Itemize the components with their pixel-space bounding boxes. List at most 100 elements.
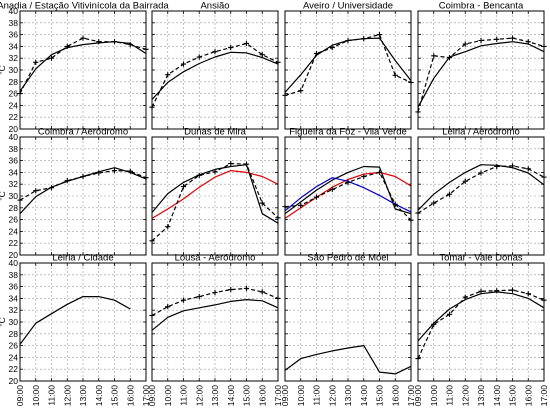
y-tick-label: 36 <box>9 156 19 166</box>
x-tick-label: 10:00 <box>31 385 41 407</box>
data-point-marker <box>392 201 398 207</box>
y-tick-label: 36 <box>9 282 19 292</box>
y-tick-label: 38 <box>9 270 19 280</box>
panel-3: Aveiro / Universidade <box>282 1 414 130</box>
panel-frame <box>19 136 147 256</box>
y-tick-label: 20 <box>9 376 19 386</box>
panel-frame <box>284 10 412 130</box>
y-tick-label: 28 <box>9 77 19 87</box>
panel-7: Figueira da Foz - Vila Verde <box>282 127 414 256</box>
data-point-marker <box>259 200 265 206</box>
y-tick-label: 30 <box>9 191 19 201</box>
y-tick-label: 40 <box>9 6 19 16</box>
data-point-marker <box>111 39 118 45</box>
y-tick-label: 40 <box>9 132 19 142</box>
y-tick-label: 38 <box>9 144 19 154</box>
data-point-marker <box>64 43 70 49</box>
data-point-marker <box>345 179 351 186</box>
x-tick-label: 12:00 <box>460 385 470 407</box>
y-tick-label: 36 <box>9 30 19 40</box>
panel-title: São Pedro de Moel <box>307 253 388 264</box>
data-point-marker <box>431 321 437 327</box>
panel-frame <box>284 262 412 382</box>
x-tick-label: 14:00 <box>359 385 369 407</box>
data-point-marker <box>228 44 234 51</box>
y-tick-label: 26 <box>9 341 19 351</box>
data-point-marker <box>509 35 516 41</box>
data-point-marker <box>243 285 250 291</box>
panel-title: Ansião <box>200 1 229 12</box>
x-tick-label: 16:00 <box>125 385 135 407</box>
data-point-marker <box>509 163 516 169</box>
panel-frame <box>19 10 147 130</box>
x-tick-label: 09:00 <box>413 385 423 407</box>
data-point-marker <box>33 59 39 65</box>
panel-title: Coimbra - Bencanta <box>439 1 524 12</box>
data-point-marker <box>228 160 234 167</box>
series-line-red <box>284 171 412 219</box>
data-point-marker <box>228 286 234 293</box>
data-point-marker <box>431 200 437 206</box>
y-tick-label: 40 <box>9 258 19 268</box>
x-tick-label: 12:00 <box>327 385 337 407</box>
x-tick-label: 16:00 <box>257 385 267 407</box>
x-tick-label: 11:00 <box>47 385 57 406</box>
x-tick-label: 17:00 <box>539 385 549 407</box>
y-tick-label: 30 <box>9 317 19 327</box>
series-line-black <box>19 41 147 92</box>
data-point-marker <box>180 183 187 190</box>
series-line-black-dashed <box>19 37 147 94</box>
panel-10: Lousã - Aeródromo 09:00 10:00 11:00 12:00 13:… <box>147 253 283 407</box>
series-line-black-dashed <box>151 42 279 108</box>
x-tick-label: 17:00 <box>406 385 416 407</box>
panel-frame <box>19 262 147 382</box>
y-tick-label: 34 <box>9 41 19 51</box>
panel-title: Aveiro / Universidade <box>303 1 393 12</box>
data-point-marker <box>259 52 265 58</box>
x-tick-label: 09:00 <box>15 385 25 407</box>
y-tick-label: 24 <box>9 352 19 362</box>
data-point-marker <box>446 191 453 197</box>
x-tick-label: 15:00 <box>508 385 518 407</box>
y-tick-label: 22 <box>9 238 19 248</box>
x-tick-label: 17:00 <box>273 385 283 407</box>
x-tick-label: 10:00 <box>296 385 306 407</box>
data-point-marker <box>212 169 218 175</box>
panel-12: Tomar - Vale Donas 09:00 10:00 11:00 12:00 13… <box>413 253 549 407</box>
x-tick-label: 15:00 <box>242 385 252 407</box>
panel-frame <box>151 262 279 382</box>
data-point-marker <box>313 50 320 57</box>
y-tick-label: 32 <box>9 179 19 189</box>
y-tick-label: 26 <box>9 215 19 225</box>
panel-frame <box>417 136 545 256</box>
y-tick-label: 26 <box>9 89 19 99</box>
panel-4: Coimbra - Bencanta <box>415 1 547 130</box>
data-point-marker <box>494 163 500 170</box>
x-tick-label: 14:00 <box>94 385 104 407</box>
y-tick-label: 20 <box>9 250 19 260</box>
data-point-marker <box>96 170 102 176</box>
x-tick-label: 10:00 <box>163 385 173 407</box>
series-line-red <box>151 170 279 219</box>
y-tick-label: 28 <box>9 203 19 213</box>
data-point-marker <box>80 35 86 41</box>
data-point-marker <box>64 178 70 184</box>
data-point-marker <box>478 37 484 44</box>
panel-1: Anadia / Estação Vitivinícola da Bairrad… <box>0 1 169 135</box>
panel-frame <box>284 136 412 256</box>
data-point-marker <box>462 41 468 47</box>
data-point-marker <box>494 36 500 42</box>
x-tick-label: 15:00 <box>110 385 120 407</box>
data-point-marker <box>329 186 335 193</box>
y-tick-label: 22 <box>9 364 19 374</box>
data-point-marker <box>462 178 468 184</box>
y-tick-label: 24 <box>9 100 19 110</box>
panel-title: Tomar - Vale Donas <box>439 253 522 264</box>
data-point-marker <box>525 166 531 172</box>
x-tick-label: 13:00 <box>476 385 486 407</box>
data-point-marker <box>376 32 383 38</box>
y-axis-label: °C <box>0 65 7 75</box>
series-line-black-dashed <box>284 33 412 96</box>
series-line-black-dashed <box>417 289 545 359</box>
